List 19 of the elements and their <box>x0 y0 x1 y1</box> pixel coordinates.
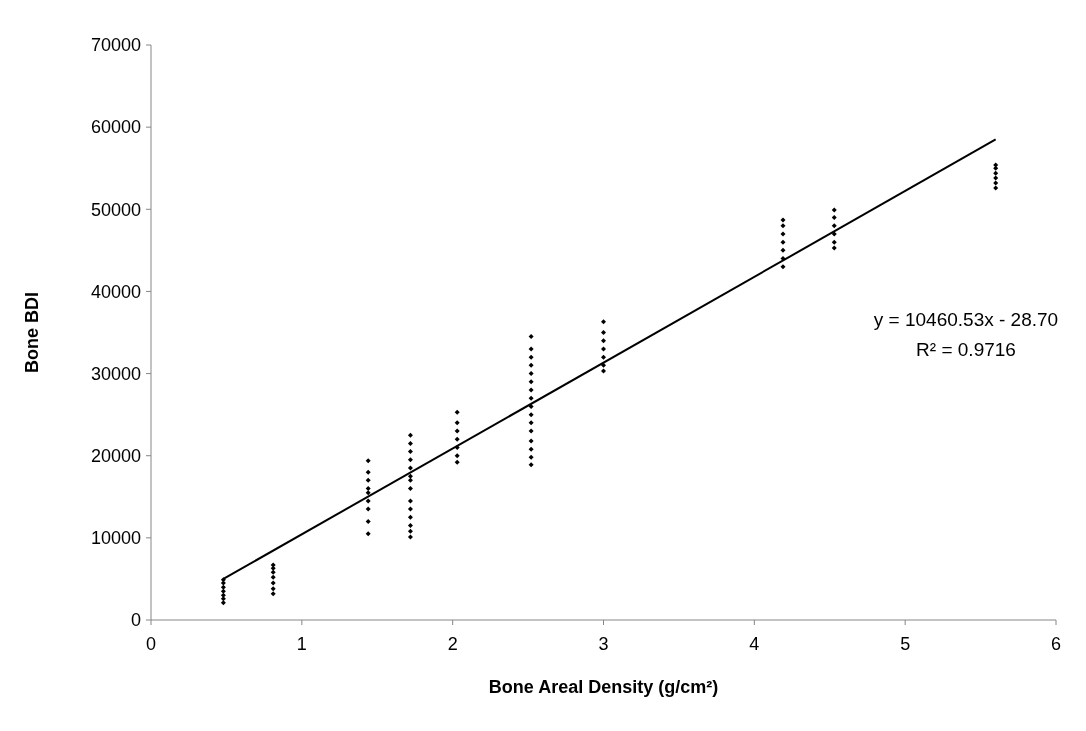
y-tick-label: 10000 <box>90 528 141 549</box>
y-tick-label: 20000 <box>90 446 141 467</box>
x-tick-label: 4 <box>749 634 760 654</box>
y-tick-label: 30000 <box>90 363 141 384</box>
x-tick-label: 1 <box>296 634 307 654</box>
y-tick-label: 50000 <box>90 199 141 220</box>
y-axis-title: Bone BDI <box>22 292 42 373</box>
x-tick-label: 5 <box>900 634 911 654</box>
x-axis-title: Bone Areal Density (g/cm²) <box>488 677 719 697</box>
x-tick-label: 3 <box>598 634 609 654</box>
x-tick-label: 0 <box>145 634 157 654</box>
y-tick-label: 40000 <box>90 281 141 302</box>
y-tick-label: 70000 <box>90 35 141 56</box>
y-tick-label: 60000 <box>90 117 141 138</box>
x-tick-label: 2 <box>447 634 458 654</box>
annotation: R² = 0.9716 <box>916 339 1016 360</box>
annotation: y = 10460.53x - 28.70 <box>873 309 1059 330</box>
x-tick-label: 6 <box>1050 634 1062 654</box>
y-tick-label: 0 <box>130 610 141 631</box>
